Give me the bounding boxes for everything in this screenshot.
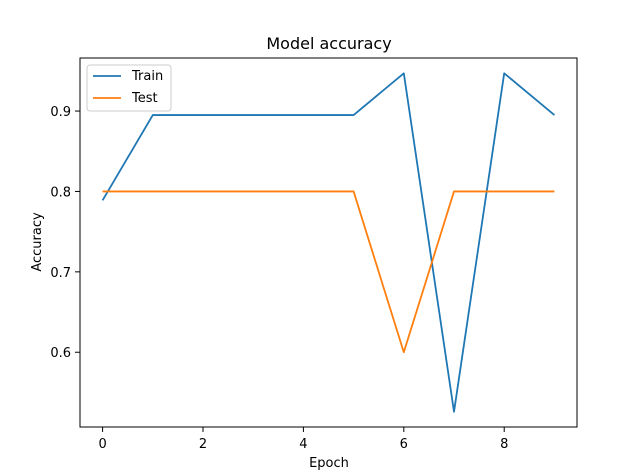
- x-tick-label: 4: [299, 437, 307, 452]
- y-axis: 0.6 0.7 0.8 0.9: [50, 105, 80, 361]
- y-tick-label: 0.9: [50, 105, 71, 120]
- legend: Train Test: [86, 64, 172, 112]
- x-axis-label: Epoch: [309, 456, 349, 471]
- series-line-test: [102, 190, 555, 354]
- series-layer: [101, 72, 555, 413]
- x-tick-label: 8: [500, 437, 508, 452]
- y-tick-label: 0.7: [50, 266, 71, 281]
- y-axis-label: Accuracy: [30, 212, 45, 272]
- y-tick-label: 0.6: [50, 346, 71, 361]
- plot-frame: [79, 57, 578, 428]
- legend-label-train: Train: [131, 69, 163, 84]
- y-tick-label: 0.8: [50, 185, 71, 200]
- x-tick-label: 2: [199, 437, 207, 452]
- legend-label-test: Test: [131, 91, 158, 106]
- x-tick-label: 0: [98, 437, 106, 452]
- x-tick-label: 6: [400, 437, 408, 452]
- series-line-train: [101, 72, 555, 413]
- x-axis: 0 2 4 6 8: [98, 427, 508, 452]
- chart-title: Model accuracy: [266, 34, 391, 53]
